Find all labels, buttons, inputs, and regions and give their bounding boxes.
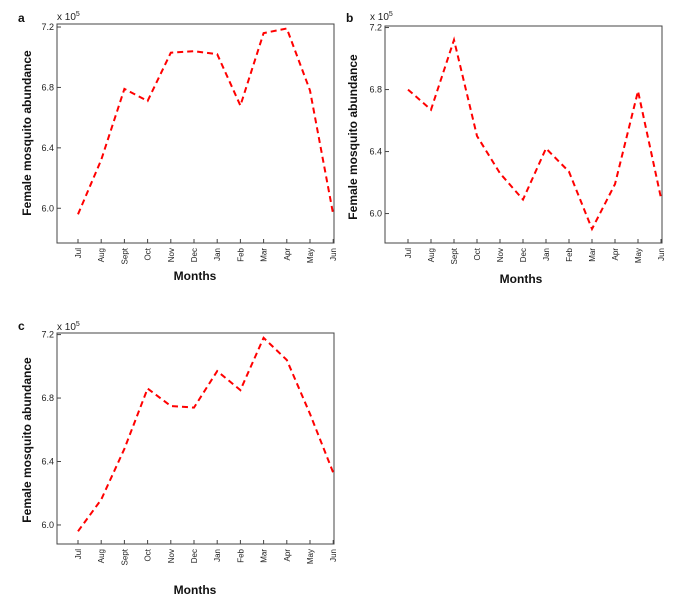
x-axis-title-b: Months — [500, 272, 543, 286]
x-tick-label-c-6: Jan — [213, 549, 222, 562]
x-axis-a: Jul Aug Sept Oct Nov Dec Jan Feb Mar Apr May Jun — [74, 239, 338, 264]
x-tick-label-a-8: Mar — [260, 248, 269, 262]
y-tick-label-a-3: 7.2 — [41, 22, 54, 32]
x-tick-label-a-0: Jul — [74, 248, 83, 258]
panel-a: a x 105 6.0 6.4 6.8 7.2 Jul Aug Sept Oct Nov Dec… — [18, 11, 338, 283]
multiplier-label-c: x 105 — [57, 321, 80, 333]
x-tick-label-b-1: Aug — [427, 248, 436, 262]
panel-letter-b: b — [346, 11, 353, 25]
x-tick-label-a-1: Aug — [97, 248, 106, 262]
x-tick-label-c-2: Sept — [120, 548, 129, 565]
y-axis-a: 6.0 6.4 6.8 7.2 — [41, 22, 61, 213]
x-tick-label-c-8: Mar — [260, 549, 269, 563]
y-axis-title-a: Female mosquito abundance — [20, 50, 34, 216]
series-line-c — [77, 336, 335, 532]
y-axis-b: 6.0 6.4 6.8 7.2 — [369, 23, 389, 219]
x-tick-label-b-10: May — [634, 248, 643, 263]
x-tick-label-b-3: Oct — [473, 247, 482, 260]
y-tick-label-c-2: 6.8 — [41, 393, 54, 403]
x-tick-label-b-6: Jan — [542, 248, 551, 261]
x-tick-label-b-8: Mar — [588, 248, 597, 262]
y-axis-c: 6.0 6.4 6.8 7.2 — [41, 330, 61, 530]
panel-letter-c: c — [18, 319, 25, 333]
y-tick-label-a-1: 6.4 — [41, 143, 54, 153]
x-tick-label-b-9: Apr — [611, 248, 620, 261]
x-tick-label-a-7: Feb — [236, 247, 245, 261]
series-line-a — [77, 27, 335, 215]
x-tick-label-a-6: Jan — [213, 248, 222, 261]
y-tick-label-b-1: 6.4 — [369, 147, 382, 157]
multiplier-label-a: x 105 — [57, 11, 80, 23]
x-tick-label-a-4: Nov — [167, 248, 176, 262]
x-tick-label-a-9: Apr — [283, 248, 292, 261]
x-axis-title-a: Months — [174, 269, 217, 283]
x-axis-c: Jul Aug Sept Oct Nov Dec Jan Feb Mar Apr May Jun — [74, 540, 338, 565]
x-tick-label-a-5: Dec — [190, 248, 199, 262]
x-tick-label-b-7: Feb — [565, 247, 574, 261]
x-tick-label-c-10: May — [306, 549, 315, 564]
x-tick-label-c-4: Nov — [167, 549, 176, 563]
x-tick-label-c-1: Aug — [97, 549, 106, 563]
x-axis-title-c: Months — [174, 583, 217, 597]
x-tick-label-b-0: Jul — [404, 248, 413, 258]
x-tick-label-a-10: May — [306, 248, 315, 263]
series-line-b — [407, 36, 662, 232]
panel-letter-a: a — [18, 11, 25, 25]
x-tick-label-b-4: Nov — [496, 248, 505, 262]
y-tick-label-c-1: 6.4 — [41, 457, 54, 467]
plot-area-b — [384, 25, 663, 244]
x-tick-label-a-11: Jun — [329, 248, 338, 261]
y-tick-label-c-3: 7.2 — [41, 330, 54, 340]
panel-b: b x 105 6.0 6.4 6.8 7.2 Jul Aug Sept Oct Nov Dec… — [346, 11, 666, 286]
x-tick-label-a-2: Sept — [120, 247, 129, 264]
x-tick-label-b-11: Jun — [657, 248, 666, 261]
x-tick-label-c-5: Dec — [190, 549, 199, 563]
panel-c: c x 105 6.0 6.4 6.8 7.2 Jul Aug Sept Oct Nov Dec… — [18, 319, 338, 597]
x-tick-label-c-3: Oct — [144, 548, 153, 561]
plot-area-c — [56, 332, 335, 545]
y-tick-label-a-0: 6.0 — [41, 203, 54, 213]
x-tick-label-a-3: Oct — [144, 247, 153, 260]
x-tick-label-c-0: Jul — [74, 549, 83, 559]
y-tick-label-b-3: 7.2 — [369, 23, 382, 33]
y-axis-title-c: Female mosquito abundance — [20, 357, 34, 523]
multiplier-label-b: x 105 — [370, 11, 393, 23]
y-tick-label-b-2: 6.8 — [369, 85, 382, 95]
y-tick-label-a-2: 6.8 — [41, 82, 54, 92]
x-axis-b: Jul Aug Sept Oct Nov Dec Jan Feb Mar Apr May Jun — [404, 239, 666, 264]
x-tick-label-c-11: Jun — [329, 549, 338, 562]
x-tick-label-c-9: Apr — [283, 549, 292, 562]
y-axis-title-b: Female mosquito abundance — [346, 54, 360, 220]
plot-area-a — [56, 23, 335, 244]
y-tick-label-c-0: 6.0 — [41, 520, 54, 530]
x-tick-label-b-5: Dec — [519, 248, 528, 262]
x-tick-label-b-2: Sept — [450, 247, 459, 264]
y-tick-label-b-0: 6.0 — [369, 209, 382, 219]
x-tick-label-c-7: Feb — [236, 548, 245, 562]
